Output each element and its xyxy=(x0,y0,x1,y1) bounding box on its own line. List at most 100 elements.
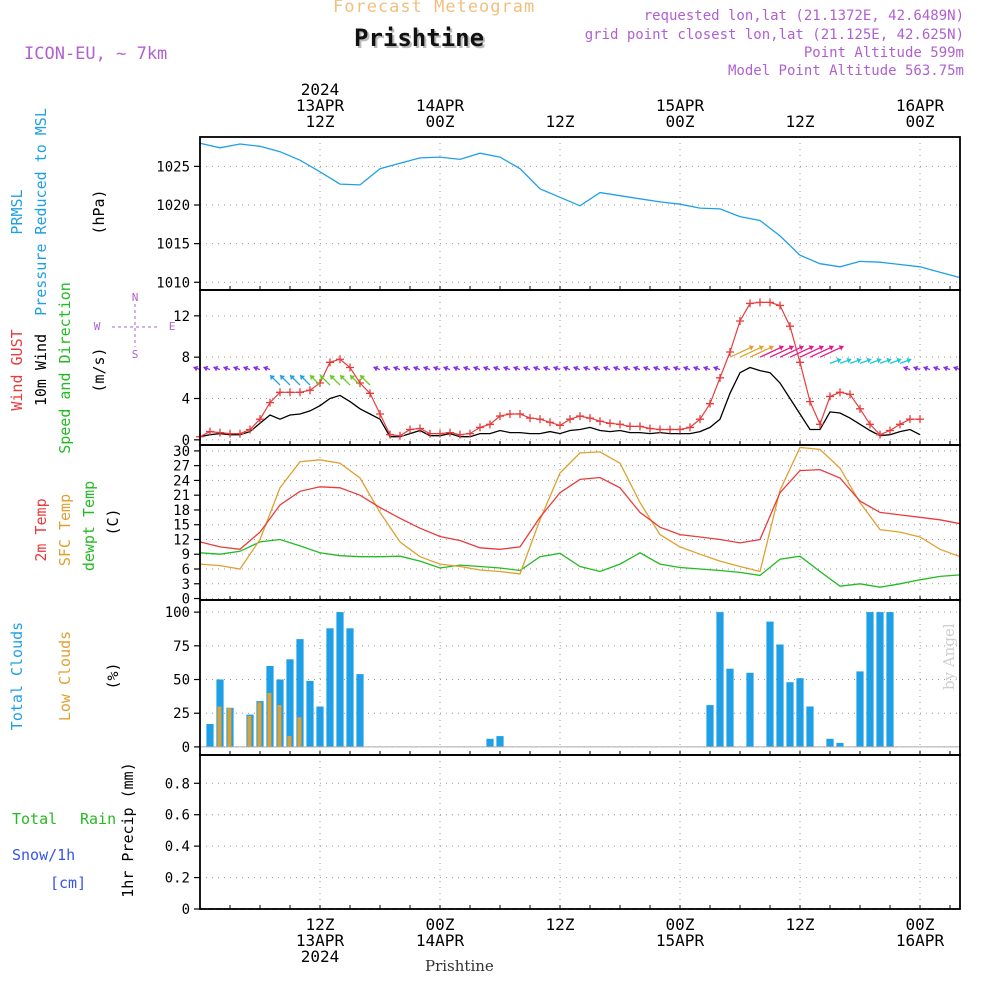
time-label-bottom: 16APR xyxy=(896,931,945,950)
gust-marker xyxy=(206,427,214,436)
gust-marker xyxy=(826,392,834,401)
pressure-label-desc: Pressure Reduced to MSL xyxy=(32,108,50,316)
wind-arrow-head xyxy=(808,345,814,351)
gust-marker xyxy=(486,420,494,429)
total-cloud-bar xyxy=(716,612,724,747)
wind-arrow-head xyxy=(290,375,296,381)
wind-arrow-head xyxy=(463,365,469,372)
time-label-top: 14APR xyxy=(416,96,465,115)
gust-marker xyxy=(396,431,404,440)
y-tick-label: 1020 xyxy=(156,198,190,214)
wind-arrow-head xyxy=(310,375,316,381)
wind-arrow-head xyxy=(300,375,306,381)
wind-arrow-head xyxy=(828,345,834,351)
wind-arrow-head xyxy=(263,365,269,372)
y-tick-label: 18 xyxy=(173,503,190,519)
gust-marker xyxy=(866,420,874,429)
wind-direction-arrow xyxy=(799,345,824,358)
time-label-bottom: 12Z xyxy=(306,915,335,934)
gust-marker xyxy=(496,412,504,421)
gust-marker xyxy=(796,358,804,367)
total-cloud-bar xyxy=(876,612,884,747)
total-cloud-bar xyxy=(796,678,804,747)
time-label-top: 00Z xyxy=(666,112,695,131)
wind-arrow-head xyxy=(523,365,529,372)
wind-arrow-head xyxy=(906,357,912,364)
wind-arrow-head xyxy=(788,345,794,351)
time-label-top: 12Z xyxy=(546,112,575,131)
wind-arrow-head xyxy=(330,375,336,381)
dewpoint-line xyxy=(199,538,961,588)
wind-arrow-head xyxy=(320,375,326,381)
time-label-top: 13APR xyxy=(296,96,345,115)
temp-label-2m: 2m Temp xyxy=(32,498,50,561)
time-label-bottom: 12Z xyxy=(786,915,815,934)
gust-marker xyxy=(756,298,764,307)
gust-marker xyxy=(526,414,534,423)
wind-arrow-head xyxy=(243,365,249,372)
wind-unit: (m/s) xyxy=(90,347,108,392)
low-cloud-bar xyxy=(217,706,222,747)
wind-arrow-head xyxy=(818,345,824,351)
y-tick-label: 15 xyxy=(173,518,190,534)
total-cloud-bar xyxy=(296,639,304,747)
wind-direction-arrow xyxy=(739,345,764,358)
low-cloud-bar xyxy=(257,702,262,747)
y-tick-label: 6 xyxy=(182,562,190,578)
total-cloud-bar xyxy=(826,738,834,747)
precip-label-total: Total xyxy=(12,810,57,828)
y-tick-label: 27 xyxy=(173,459,190,475)
wind-arrow-head xyxy=(633,365,639,372)
gust-marker xyxy=(266,398,274,407)
gust-marker xyxy=(746,299,754,308)
time-label-bottom: 2024 xyxy=(301,947,340,966)
compass-s: S xyxy=(132,348,139,361)
gust-marker xyxy=(556,421,564,430)
total-cloud-bar xyxy=(496,736,504,747)
y-tick-label: 0 xyxy=(182,592,190,608)
wind-arrow-head xyxy=(350,375,356,381)
gust-marker xyxy=(786,322,794,331)
wind-direction-arrow xyxy=(809,345,834,358)
gust-marker xyxy=(386,430,394,439)
y-tick-label: 1015 xyxy=(156,237,190,253)
gust-marker xyxy=(736,317,744,325)
gust-marker xyxy=(856,404,864,413)
precip-label-cm: [cm] xyxy=(50,874,86,892)
gust-marker xyxy=(576,412,584,421)
total-cloud-bar xyxy=(776,644,784,747)
point-altitude: Point Altitude 599m xyxy=(803,45,964,61)
wind-arrow-head xyxy=(453,365,459,372)
wind-arrow-head xyxy=(393,365,399,372)
gust-marker xyxy=(516,410,524,418)
y-tick-label: 0 xyxy=(182,740,190,756)
gust-marker xyxy=(886,426,894,435)
wind-arrow-head xyxy=(433,365,439,372)
cloud-unit: (%) xyxy=(104,662,122,689)
y-tick-label: 0 xyxy=(182,433,190,449)
gust-marker xyxy=(726,348,734,356)
total-cloud-bar xyxy=(856,671,864,747)
wind-arrow-head xyxy=(703,365,709,372)
wind-arrow-head xyxy=(748,345,754,351)
gust-marker xyxy=(816,420,824,429)
location-title: Prishtine xyxy=(354,24,485,52)
gust-marker xyxy=(406,425,414,434)
wind-arrow-head xyxy=(483,365,489,372)
wind-arrow-head xyxy=(473,365,479,372)
y-tick-label: 12 xyxy=(173,309,190,325)
time-label-bottom: 14APR xyxy=(416,931,465,950)
wind-direction-arrow xyxy=(769,345,794,358)
temp-unit: (C) xyxy=(104,508,122,535)
time-label-top: 00Z xyxy=(906,112,935,131)
gust-marker xyxy=(636,422,644,431)
wind-arrow-head xyxy=(836,357,842,364)
y-tick-label: 3 xyxy=(182,577,190,593)
time-label-bottom: 00Z xyxy=(666,915,695,934)
total-cloud-bar xyxy=(806,706,814,747)
wind-arrow-head xyxy=(573,365,579,372)
time-label-bottom: 00Z xyxy=(906,915,935,934)
gust-marker xyxy=(256,415,264,424)
y-tick-label: 9 xyxy=(182,547,190,563)
